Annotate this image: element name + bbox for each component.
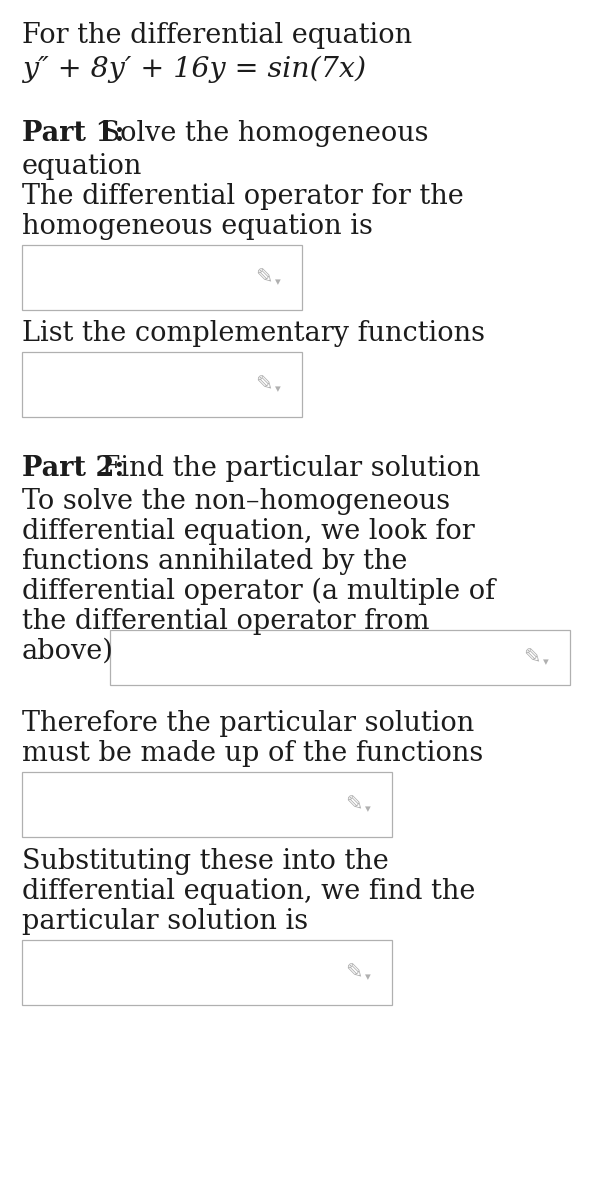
Text: ✎: ✎ [255, 374, 273, 395]
Text: differential equation, we find the: differential equation, we find the [22, 878, 475, 905]
Text: Substituting these into the: Substituting these into the [22, 848, 389, 875]
Text: ▾: ▾ [274, 277, 280, 287]
Text: y″ + 8y′ + 16y = sin(7x): y″ + 8y′ + 16y = sin(7x) [22, 56, 366, 83]
Text: Part 2:: Part 2: [22, 455, 124, 482]
Text: List the complementary functions: List the complementary functions [22, 320, 485, 347]
Text: ▾: ▾ [365, 972, 370, 982]
Text: Solve the homogeneous: Solve the homogeneous [93, 120, 429, 146]
Text: To solve the non–homogeneous: To solve the non–homogeneous [22, 488, 450, 515]
Text: differential operator (a multiple of: differential operator (a multiple of [22, 578, 495, 605]
Bar [22, 352, 302, 416]
Bar [22, 245, 302, 310]
Bar [110, 630, 570, 685]
Text: differential equation, we look for: differential equation, we look for [22, 518, 475, 545]
Text: ▾: ▾ [365, 804, 370, 814]
Text: equation: equation [22, 152, 142, 180]
Text: ▾: ▾ [543, 658, 548, 667]
Text: Part 1:: Part 1: [22, 120, 124, 146]
Bar [22, 940, 392, 1006]
Text: ✎: ✎ [255, 268, 273, 288]
Text: the differential operator from: the differential operator from [22, 608, 429, 635]
Text: functions annihilated by the: functions annihilated by the [22, 548, 408, 575]
Text: ✎: ✎ [346, 962, 363, 983]
Text: Therefore the particular solution: Therefore the particular solution [22, 710, 474, 737]
Text: ✎: ✎ [523, 648, 541, 667]
Text: must be made up of the functions: must be made up of the functions [22, 740, 483, 767]
Text: ✎: ✎ [346, 794, 363, 815]
Text: Find the particular solution: Find the particular solution [93, 455, 481, 482]
Text: ▾: ▾ [274, 384, 280, 394]
Text: For the differential equation: For the differential equation [22, 22, 412, 49]
Text: above): above) [22, 638, 114, 665]
Bar [22, 772, 392, 838]
Text: homogeneous equation is: homogeneous equation is [22, 214, 373, 240]
Text: particular solution is: particular solution is [22, 908, 308, 935]
Text: The differential operator for the: The differential operator for the [22, 182, 464, 210]
